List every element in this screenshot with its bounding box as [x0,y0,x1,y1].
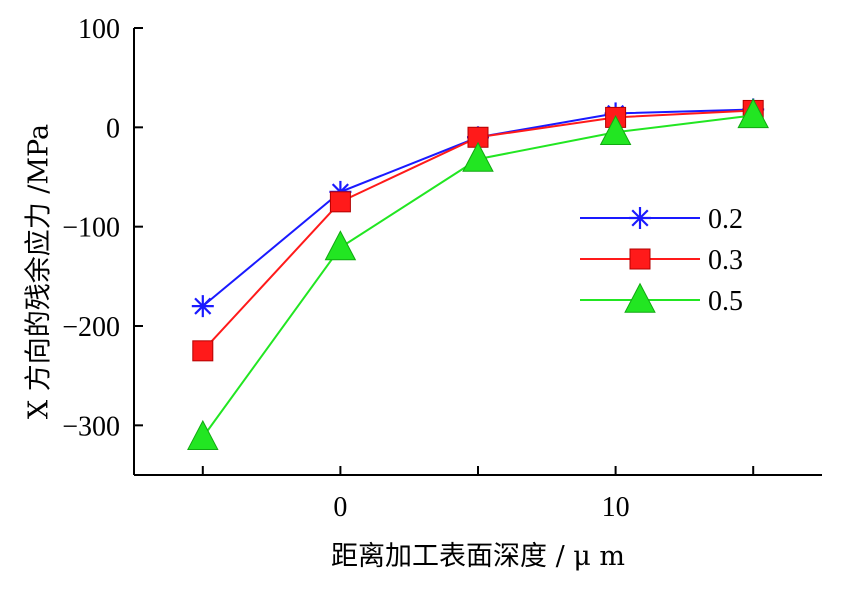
y-tick-label: 0 [106,113,120,144]
y-tick-label: −300 [62,411,120,442]
data-point [329,191,351,213]
legend-item: 0.3 [580,245,743,276]
data-point [624,282,656,313]
data-point [629,248,651,270]
x-tick-label: 10 [602,492,630,523]
legend-label: 0.3 [708,245,743,276]
legend-label: 0.5 [708,286,743,317]
y-axis-title: X 方向的残余应力 /MPa [24,124,55,419]
y-tick-label: −200 [62,312,120,343]
data-point [187,419,219,450]
legend-item: 0.5 [580,282,743,317]
legend-label: 0.2 [708,204,743,235]
data-point [599,114,632,145]
legend: 0.2 0.3 0.5 [580,204,743,317]
series-layer [187,98,769,450]
legend-item: 0.2 [580,204,743,235]
axes: −300 −200 −100 0 100 0 10 [62,14,822,523]
data-point [324,230,357,261]
y-tick-label: 100 [78,14,120,45]
data-point [737,98,769,129]
x-axis-title: 距离加工表面深度 / μ m [331,541,625,572]
data-point [191,295,214,318]
series-0.3 [192,99,764,362]
y-tick-label: −100 [62,213,120,244]
series-0.5 [187,98,769,450]
data-point [462,141,494,172]
data-point [629,207,651,229]
x-tick-label: 0 [333,492,347,523]
data-point [192,340,214,362]
